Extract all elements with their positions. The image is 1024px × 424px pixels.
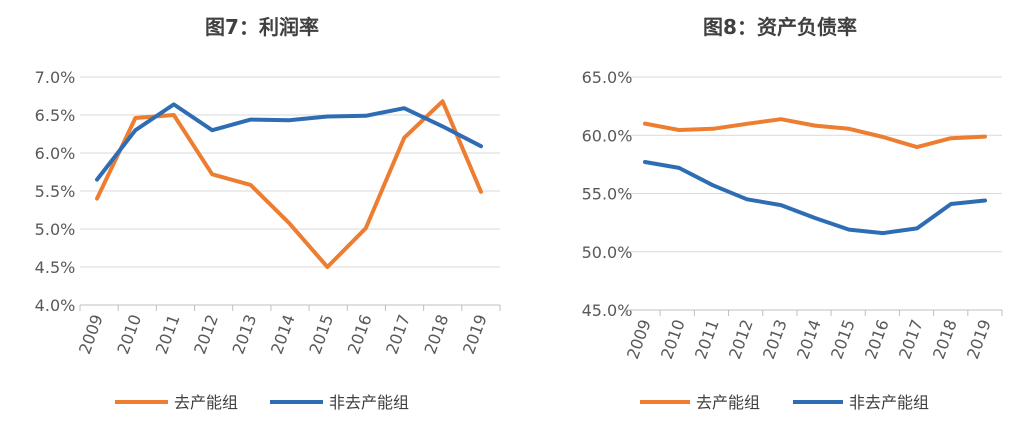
x-tick-label: 2014 [793, 317, 825, 362]
legend-label: 去产能组 [696, 393, 760, 412]
y-tick-label: 65.0% [582, 68, 633, 87]
x-tick-label: 2017 [382, 312, 414, 357]
x-tick-label: 2013 [759, 317, 791, 362]
x-tick-label: 2016 [861, 317, 893, 362]
x-tick-label: 2017 [895, 317, 927, 362]
y-axis: 7.0% 6.5% 6.0% 5.5% 5.0% 4.5% 4.0% [35, 68, 76, 315]
y-tick-label: 55.0% [582, 185, 633, 204]
grid [626, 76, 1002, 253]
y-tick-label: 45.0% [582, 301, 633, 320]
x-axis: 2009 2010 2011 2012 2013 2014 2015 2016 2017 2018… [623, 310, 1003, 362]
legend-label: 非去产能组 [849, 393, 929, 412]
legend-label: 去产能组 [174, 393, 238, 412]
y-tick-label: 5.5% [35, 182, 76, 201]
y-tick-label: 4.0% [35, 296, 76, 315]
debt-ratio-chart: 图8：资产负债率 65.0%60.0%55.0%50.0%45.0% 2009 2… [582, 15, 1003, 412]
x-tick-label: 2012 [725, 317, 757, 362]
plot-area [95, 99, 483, 269]
series-line-2 [643, 160, 987, 236]
y-tick-label: 4.5% [35, 258, 76, 277]
legend: 去产能组 非去产能组 [640, 393, 929, 412]
x-tick-label: 2019 [963, 317, 995, 362]
series-line-1 [643, 117, 987, 150]
y-tick-label: 6.5% [35, 106, 76, 125]
plot-area [643, 117, 987, 236]
profit-margin-chart: 图7：利润率 7.0% 6.5% 6.0% 5.5% 5.0% 4.5% 4.0% 2009… [35, 15, 501, 412]
series-line-1 [95, 99, 483, 269]
y-tick-label: 7.0% [35, 68, 76, 87]
chart-title: 图7：利润率 [205, 15, 319, 39]
legend: 去产能组 非去产能组 [115, 393, 409, 412]
x-tick-label: 2019 [459, 312, 491, 357]
x-tick-label: 2013 [229, 312, 261, 357]
chart-title: 图8：资产负债率 [703, 15, 857, 39]
x-axis: 2009 2010 2011 2012 2013 2014 2015 2016 2017 2018… [75, 305, 501, 357]
x-tick-label: 2018 [421, 312, 453, 357]
x-tick-label: 2010 [657, 317, 689, 362]
x-tick-label: 2009 [75, 312, 107, 357]
x-tick-label: 2016 [344, 312, 376, 357]
x-tick-label: 2014 [267, 312, 299, 357]
x-tick-label: 2009 [623, 317, 655, 362]
x-tick-label: 2010 [113, 312, 145, 357]
x-tick-label: 2015 [305, 312, 337, 357]
y-tick-label: 5.0% [35, 220, 76, 239]
x-tick-label: 2012 [190, 312, 222, 357]
x-tick-label: 2011 [691, 317, 723, 362]
legend-label: 非去产能组 [329, 393, 409, 412]
x-tick-label: 2015 [827, 317, 859, 362]
series-line-2 [95, 102, 483, 182]
y-tick-label: 50.0% [582, 243, 633, 262]
y-axis: 65.0% 60.0% 55.0% 50.0% 45.0% [582, 68, 633, 320]
x-tick-label: 2018 [929, 317, 961, 362]
x-tick-label: 2011 [152, 312, 184, 357]
y-tick-label: 60.0% [582, 126, 633, 145]
y-tick-label: 6.0% [35, 144, 76, 163]
